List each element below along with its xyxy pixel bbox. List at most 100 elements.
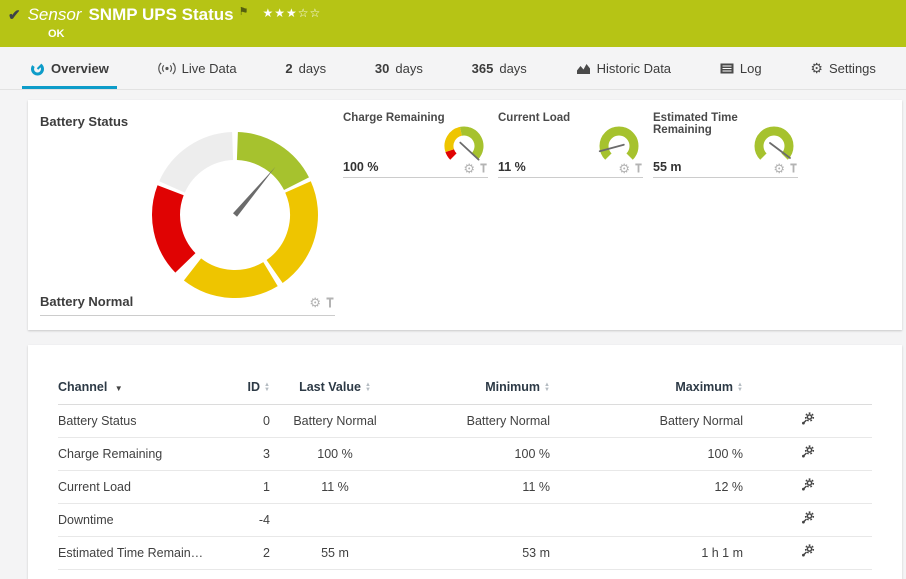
sort-desc-icon: ▼ <box>114 384 123 394</box>
cell-channel: Charge Remaining <box>58 437 230 471</box>
priority-stars[interactable]: ★★★☆☆ <box>262 6 322 20</box>
table-row[interactable]: Current Load 1 11 % 11 % 12 % <box>58 470 872 504</box>
pin-icon[interactable] <box>325 297 335 309</box>
sort-icon: ▲ ▼ <box>264 381 270 393</box>
tab-unit: days <box>499 60 527 76</box>
gauge-cell-estimated-time: Estimated Time Remaining 55 m ⚙ <box>653 112 798 178</box>
gear-icon[interactable]: ⚙ <box>773 160 785 176</box>
channel-settings-icon[interactable] <box>800 510 815 529</box>
gauge-needle <box>233 166 276 217</box>
estimated-time-gauge <box>754 126 794 160</box>
table-header-row: Channel ▼ ID ▲ ▼ Last Value ▲ ▼ Minimum ▲ ▼ Ma… <box>58 371 872 405</box>
tab-365-days[interactable]: 365 days <box>464 47 535 89</box>
table-row[interactable]: Estimated Time Remain… 2 55 m 53 m 1 h 1… <box>58 536 872 570</box>
tab-number: 2 <box>285 60 293 76</box>
tab-historic-data[interactable]: Historic Data <box>568 47 679 89</box>
cell-id: 3 <box>230 437 270 471</box>
gear-icon[interactable]: ⚙ <box>618 160 630 176</box>
column-header-minimum[interactable]: Minimum ▲ ▼ <box>400 371 550 405</box>
cell-maximum: Battery Normal <box>550 404 743 438</box>
sensor-header: ✔ Sensor SNMP UPS Status ⚑ ★★★☆☆ OK <box>0 0 906 47</box>
tab-bar: Overview Live Data 2 days 30 days 365 da… <box>0 47 906 90</box>
tab-number: 30 <box>374 60 390 76</box>
cell-channel: Estimated Time Remain… <box>58 536 230 570</box>
status-check-icon: ✔ <box>8 7 21 24</box>
table-row[interactable]: Downtime -4 <box>58 503 872 537</box>
cell-maximum <box>550 503 743 537</box>
tab-label: Live Data <box>181 60 237 76</box>
column-label: Last Value <box>299 380 361 395</box>
channel-settings-icon[interactable] <box>800 411 815 430</box>
gear-icon[interactable]: ⚙ <box>463 160 475 176</box>
cell-last-value: Battery Normal <box>270 404 400 438</box>
tab-30-days[interactable]: 30 days <box>367 47 431 89</box>
column-header-last-value[interactable]: Last Value ▲ ▼ <box>270 371 400 405</box>
cell-minimum: 100 % <box>400 437 550 471</box>
gauges-panel: Battery Status Battery Normal ⚙ Charge R… <box>28 100 902 330</box>
column-header-maximum[interactable]: Maximum ▲ ▼ <box>550 371 743 405</box>
tab-log[interactable]: Log <box>712 47 770 89</box>
cell-minimum <box>400 503 550 537</box>
gauge-needle <box>459 141 480 161</box>
cell-maximum: 100 % <box>550 437 743 471</box>
gauge-cell-current-load: Current Load 11 % ⚙ <box>498 112 643 178</box>
column-header-id[interactable]: ID ▲ ▼ <box>230 371 270 405</box>
cell-last-value: 55 m <box>270 536 400 570</box>
pin-icon[interactable] <box>479 163 488 174</box>
tab-label: Historic Data <box>596 60 672 76</box>
current-load-gauge <box>598 126 639 160</box>
cell-channel: Battery Status <box>58 404 230 438</box>
tab-2-days[interactable]: 2 days <box>277 47 334 89</box>
gauge-value: 55 m <box>653 160 682 174</box>
sort-icon: ▲ ▼ <box>364 381 371 393</box>
gauge-cell-charge-remaining: Charge Remaining 100 % ⚙ <box>343 112 488 178</box>
cell-channel: Downtime <box>58 503 230 537</box>
column-header-channel[interactable]: Channel ▼ <box>58 371 230 405</box>
charge-remaining-gauge <box>444 126 484 161</box>
cell-maximum: 1 h 1 m <box>550 536 743 570</box>
gauge-title: Charge Remaining <box>343 112 445 124</box>
gear-icon[interactable]: ⚙ <box>309 295 321 310</box>
channel-settings-icon[interactable] <box>800 543 815 562</box>
channels-table: Channel ▼ ID ▲ ▼ Last Value ▲ ▼ Minimum ▲ ▼ Ma… <box>58 371 872 570</box>
gauge-title: Estimated Time Remaining <box>653 112 738 136</box>
cell-minimum: 53 m <box>400 536 550 570</box>
column-label: Minimum <box>485 380 541 395</box>
area-chart-icon <box>576 62 591 75</box>
channels-panel: Channel ▼ ID ▲ ▼ Last Value ▲ ▼ Minimum ▲ ▼ Ma… <box>28 345 902 579</box>
pin-icon[interactable] <box>634 163 643 174</box>
cell-minimum: Battery Normal <box>400 404 550 438</box>
flag-icon[interactable]: ⚑ <box>238 6 249 18</box>
tab-overview[interactable]: Overview <box>22 47 117 89</box>
table-row[interactable]: Battery Status 0 Battery Normal Battery … <box>58 404 872 438</box>
table-row[interactable]: Charge Remaining 3 100 % 100 % 100 % <box>58 437 872 471</box>
primary-gauge-footer: Battery Normal ⚙ <box>40 294 335 316</box>
gauge-needle <box>769 142 791 159</box>
live-signal-icon <box>157 62 176 75</box>
tab-unit: days <box>298 60 327 76</box>
tab-settings[interactable]: ⚙ Settings <box>802 47 884 89</box>
log-list-icon <box>720 63 734 74</box>
column-label: Channel <box>58 380 108 395</box>
sort-icon: ▲ ▼ <box>737 381 743 393</box>
channel-settings-icon[interactable] <box>800 444 815 463</box>
tab-label: Settings <box>828 60 876 76</box>
gauge-needle <box>598 143 625 153</box>
cell-id: 2 <box>230 536 270 570</box>
channel-settings-icon[interactable] <box>800 477 815 496</box>
battery-status-gauge <box>152 132 318 298</box>
tab-live-data[interactable]: Live Data <box>150 47 245 89</box>
tab-label: Overview <box>51 60 109 76</box>
object-kind-label: Sensor <box>27 5 82 24</box>
cell-last-value <box>270 503 400 537</box>
tab-number: 365 <box>471 60 494 76</box>
column-header-settings <box>743 371 872 405</box>
pin-icon[interactable] <box>789 163 798 174</box>
gauge-value: 100 % <box>343 160 379 174</box>
cell-maximum: 12 % <box>550 470 743 504</box>
gauge-icon <box>30 61 45 76</box>
tab-label: Log <box>739 60 762 76</box>
cell-id: -4 <box>230 503 270 537</box>
status-badge: OK <box>48 28 65 40</box>
gear-icon: ⚙ <box>810 59 823 76</box>
